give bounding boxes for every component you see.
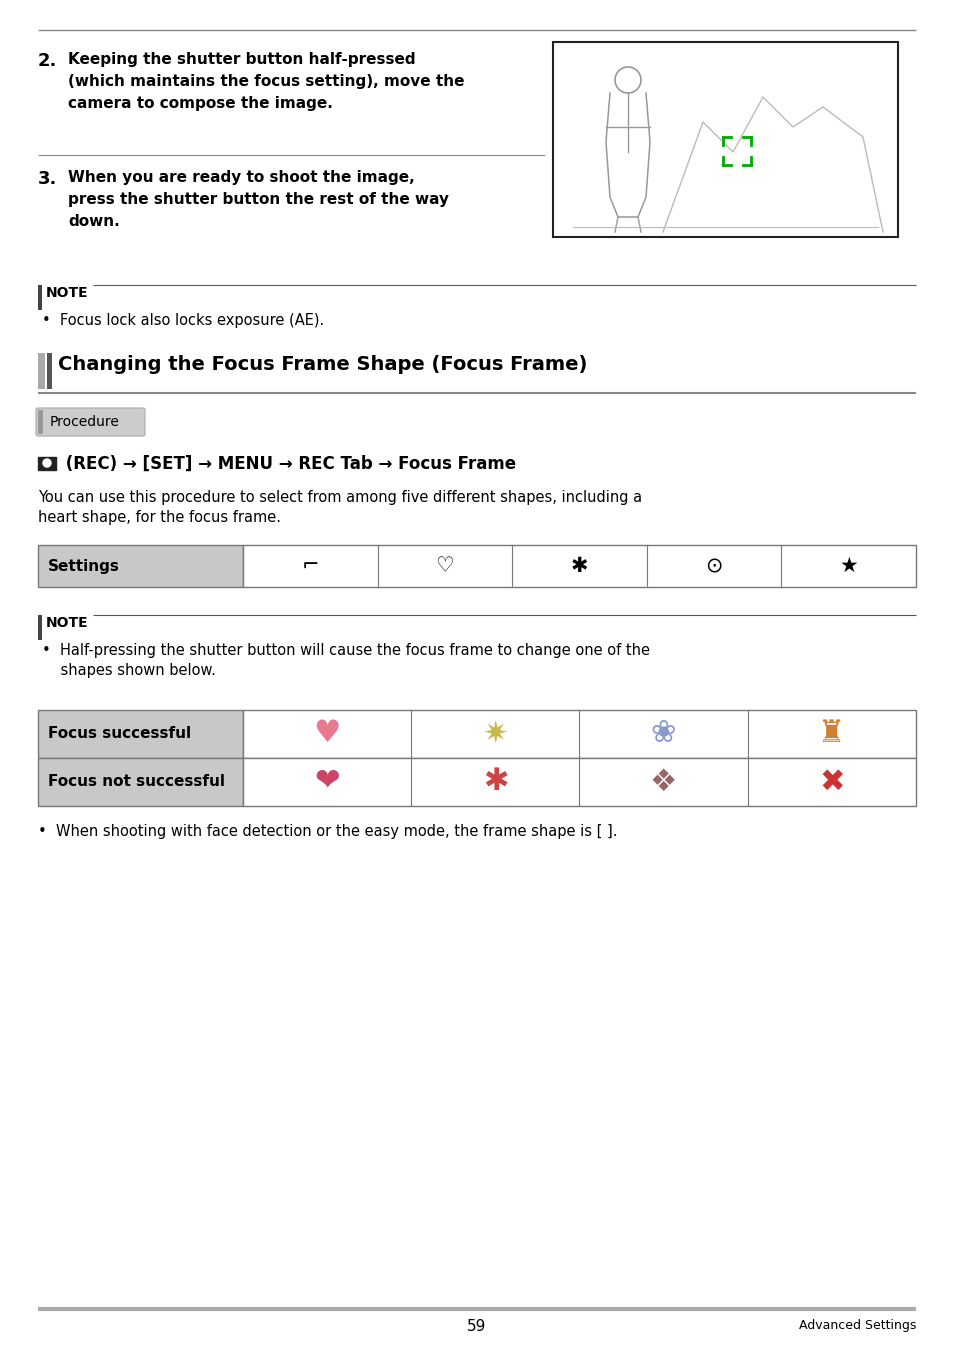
Text: NOTE: NOTE (46, 286, 89, 300)
Text: 2.: 2. (38, 52, 57, 71)
Text: shapes shown below.: shapes shown below. (42, 664, 215, 678)
Text: camera to compose the image.: camera to compose the image. (68, 96, 333, 111)
Bar (38, 285, 42, 309)
Text: ❤: ❤ (314, 768, 339, 797)
Text: •  Focus lock also locks exposure (AE).: • Focus lock also locks exposure (AE). (42, 313, 324, 328)
Text: Advanced Settings: Advanced Settings (798, 1319, 915, 1333)
Text: 59: 59 (467, 1319, 486, 1334)
Text: ♥: ♥ (314, 719, 340, 749)
Text: Settings: Settings (48, 559, 120, 574)
Bar (38, 353, 45, 389)
Bar (38, 710, 243, 759)
Text: ✷: ✷ (482, 719, 508, 749)
Bar (553, 42, 897, 237)
Bar (243, 546, 915, 588)
Text: ✱: ✱ (570, 556, 588, 575)
Text: Changing the Focus Frame Shape (Focus Frame): Changing the Focus Frame Shape (Focus Fr… (58, 356, 587, 375)
Text: •  When shooting with face detection or the easy mode, the frame shape is [ ].: • When shooting with face detection or t… (38, 824, 617, 839)
Bar (38, 410, 43, 434)
Text: ✖: ✖ (819, 768, 843, 797)
Text: Keeping the shutter button half-pressed: Keeping the shutter button half-pressed (68, 52, 416, 66)
Bar (243, 710, 915, 759)
Bar (47, 353, 52, 389)
FancyBboxPatch shape (36, 408, 145, 436)
Text: Focus not successful: Focus not successful (48, 775, 225, 790)
Text: When you are ready to shoot the image,: When you are ready to shoot the image, (68, 170, 415, 185)
Circle shape (43, 459, 51, 467)
Text: down.: down. (68, 214, 120, 229)
Text: NOTE: NOTE (46, 616, 89, 630)
Text: press the shutter button the rest of the way: press the shutter button the rest of the… (68, 191, 449, 208)
Text: (REC) → [SET] → MENU → REC Tab → Focus Frame: (REC) → [SET] → MENU → REC Tab → Focus F… (60, 455, 516, 474)
Text: ⊙: ⊙ (704, 556, 722, 575)
Text: ❖: ❖ (649, 768, 677, 797)
Text: ⌐: ⌐ (301, 556, 318, 575)
Bar (243, 759, 915, 806)
Text: ✱: ✱ (482, 768, 508, 797)
Text: ♡: ♡ (436, 556, 454, 575)
Text: You can use this procedure to select from among five different shapes, including: You can use this procedure to select fro… (38, 490, 641, 505)
Text: •  Half-pressing the shutter button will cause the focus frame to change one of : • Half-pressing the shutter button will … (42, 643, 649, 658)
Text: Procedure: Procedure (50, 415, 120, 429)
Text: ★: ★ (839, 556, 857, 575)
Text: heart shape, for the focus frame.: heart shape, for the focus frame. (38, 510, 281, 525)
Bar (38, 759, 243, 806)
Text: ❀: ❀ (650, 719, 676, 749)
Bar (38, 546, 243, 588)
Bar (38, 457, 56, 470)
Text: ♜: ♜ (818, 719, 844, 749)
Text: Focus successful: Focus successful (48, 726, 191, 741)
Text: 3.: 3. (38, 170, 57, 189)
Text: (which maintains the focus setting), move the: (which maintains the focus setting), mov… (68, 75, 464, 90)
Bar (38, 615, 42, 641)
